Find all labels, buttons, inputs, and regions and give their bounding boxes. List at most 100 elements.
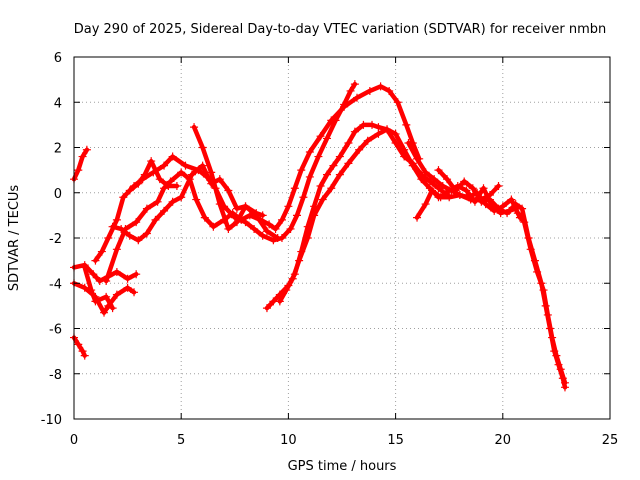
data-point: [151, 215, 160, 224]
data-point: [355, 145, 364, 154]
data-point: [160, 161, 169, 170]
data-point: [273, 234, 282, 242]
data-point: [496, 209, 505, 218]
data-point: [305, 172, 314, 181]
data-point: [560, 383, 569, 392]
data-point: [350, 127, 359, 136]
data-point: [340, 102, 349, 111]
data-point: [314, 152, 323, 161]
data-point: [250, 224, 259, 233]
data-point: [168, 152, 177, 161]
data-point: [558, 374, 567, 383]
y-tick-label: 4: [54, 96, 62, 111]
data-point: [417, 175, 426, 184]
data-point: [132, 270, 141, 279]
data-point: [224, 224, 233, 233]
data-point: [262, 304, 271, 313]
data-point: [460, 177, 469, 186]
series-line: [436, 167, 568, 390]
data-point: [376, 82, 385, 91]
data-point: [153, 197, 162, 206]
data-point: [112, 290, 121, 299]
grid: [74, 57, 610, 419]
data-point: [132, 218, 141, 227]
y-tick-label: -6: [49, 323, 62, 338]
data-point: [470, 197, 479, 206]
data-point: [198, 161, 207, 170]
data-point: [385, 86, 394, 95]
data-point: [479, 184, 488, 193]
series-arc-b: [70, 333, 89, 360]
data-point: [87, 286, 96, 295]
series-line: [93, 81, 358, 263]
data-point: [297, 166, 306, 175]
data-point: [134, 179, 143, 188]
axis-ticks: 0 5 10 15 20 25 -10 -8 -6 -4 -2 0 2 4 6: [41, 51, 619, 448]
data-point: [224, 186, 233, 195]
data-point: [215, 175, 224, 184]
data-point: [316, 132, 325, 141]
data-point: [181, 161, 190, 170]
data-point: [192, 195, 201, 204]
series-arc-o: [413, 181, 524, 222]
data-point: [91, 297, 100, 306]
data-point: [436, 193, 445, 202]
data-point: [550, 347, 559, 356]
data-point: [265, 220, 274, 229]
series-arc-j: [190, 123, 267, 233]
data-point: [505, 206, 514, 215]
data-point: [494, 181, 503, 190]
data-point: [275, 297, 284, 306]
data-point: [160, 206, 169, 215]
y-tick-label: 0: [54, 187, 62, 202]
data-point: [453, 181, 462, 190]
data-point: [310, 211, 319, 220]
y-tick-label: 2: [54, 142, 62, 157]
data-point: [554, 360, 563, 369]
data-point: [393, 98, 402, 107]
data-point: [359, 120, 368, 129]
data-point: [391, 129, 400, 138]
data-point: [177, 168, 186, 177]
data-point: [117, 224, 126, 233]
data-point: [112, 267, 121, 276]
x-tick-label: 25: [602, 433, 619, 448]
data-point: [303, 234, 312, 242]
data-point: [344, 138, 353, 147]
x-tick-label: 10: [280, 433, 297, 448]
data-point: [404, 138, 413, 147]
data-point: [507, 195, 516, 204]
data-point: [515, 213, 524, 222]
data-point: [374, 129, 383, 138]
data-point: [164, 181, 173, 190]
x-tick-label: 5: [177, 433, 185, 448]
data-point: [112, 215, 121, 224]
series-line: [103, 84, 422, 284]
data-point: [241, 202, 250, 211]
data-point: [80, 351, 89, 360]
data-point: [277, 215, 286, 224]
data-point: [488, 202, 497, 211]
series-arc-i: [125, 157, 181, 195]
x-tick-label: 0: [70, 433, 78, 448]
data-point: [140, 170, 149, 179]
data-point: [455, 191, 464, 200]
y-tick-label: -10: [41, 413, 62, 428]
data-point: [524, 234, 533, 242]
data-point: [142, 204, 151, 213]
data-point: [327, 116, 336, 125]
series-arc-m: [404, 138, 569, 387]
series-group: [70, 80, 569, 392]
data-point: [413, 154, 422, 163]
data-point: [421, 200, 430, 209]
data-point: [365, 86, 374, 95]
data-point: [198, 143, 207, 152]
data-point: [511, 204, 520, 213]
data-point: [258, 211, 267, 220]
plot-frame: [73, 56, 611, 420]
data-point: [537, 279, 546, 288]
data-point: [228, 209, 237, 218]
data-point: [434, 166, 443, 175]
data-point: [445, 193, 454, 202]
